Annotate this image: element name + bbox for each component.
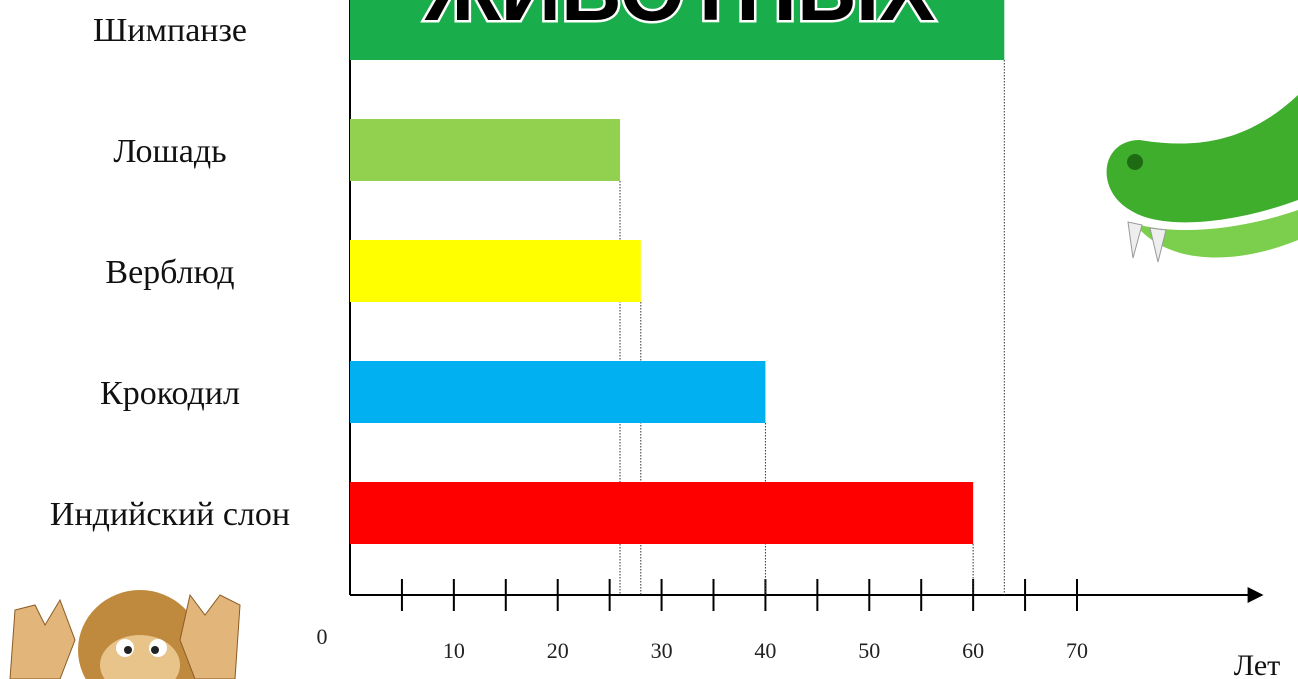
category-label: Крокодил [100,375,240,412]
monkey-picture [9,590,241,679]
x-tick-label: 60 [962,638,984,663]
x-tick-label: 40 [754,638,776,663]
category-label: Лошадь [113,133,226,170]
x-tick-label: 50 [858,638,880,663]
x-tick-label: 10 [443,638,465,663]
bar [350,240,641,302]
x-axis-label: Лет [1234,649,1281,679]
bar [350,361,766,423]
chart-title: ЖИВОТНЫХ [424,0,935,38]
bar [350,0,1005,60]
x-tick-label: 70 [1066,638,1088,663]
crocodile-picture [1106,95,1298,263]
category-label: Верблюд [105,254,234,291]
bar [350,482,974,544]
category-label: Шимпанзе [93,12,247,49]
x-tick-label: 0 [317,624,328,649]
x-tick-label: 30 [651,638,673,663]
category-label: Индийский слон [50,496,290,533]
x-tick-label: 20 [547,638,569,663]
bar [350,119,621,181]
